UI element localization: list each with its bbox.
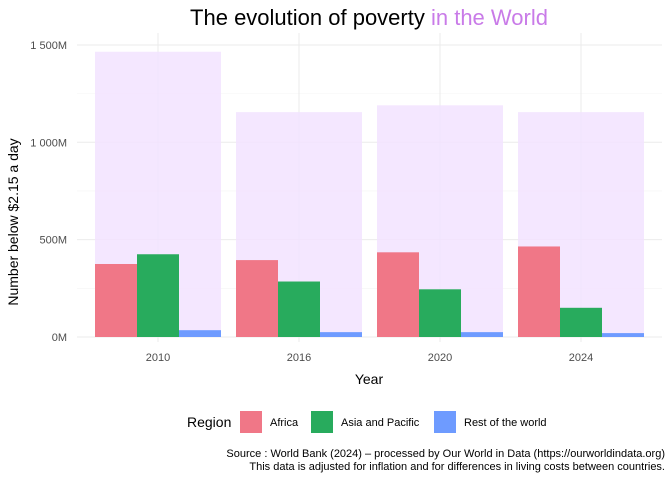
y-tick-label: 0M xyxy=(52,332,67,344)
y-axis-title: Number below $2.15 a day xyxy=(5,138,21,305)
chart-title-accent: in the World xyxy=(431,5,548,30)
caption-source: Source : World Bank (2024) – processed b… xyxy=(226,448,665,460)
x-axis-title: Year xyxy=(355,371,384,387)
legend-items: Africa Asia and Pacific Rest of the world xyxy=(240,411,547,433)
region-bar xyxy=(602,333,644,337)
legend-swatch xyxy=(311,411,333,433)
region-bar xyxy=(560,307,602,337)
x-tick-label: 2020 xyxy=(428,352,452,364)
y-tick-label: 1 000M xyxy=(30,137,67,149)
legend-title: Region xyxy=(187,414,231,430)
region-bar xyxy=(461,332,503,337)
region-bar xyxy=(320,332,362,337)
y-axis-tick-labels: 0M 500M 1 000M 1 500M xyxy=(30,40,67,344)
legend-swatch xyxy=(240,411,262,433)
legend-swatch xyxy=(434,411,456,433)
x-tick-label: 2010 xyxy=(146,352,170,364)
chart-title: The evolution of poverty in the World xyxy=(190,5,548,30)
x-tick-label: 2016 xyxy=(287,352,311,364)
region-bar xyxy=(278,281,320,337)
region-bar xyxy=(419,289,461,337)
region-bar xyxy=(236,260,278,337)
x-tick-label: 2024 xyxy=(569,352,593,364)
legend-label: Africa xyxy=(270,417,299,429)
x-axis-tick-labels: 2010 2016 2020 2024 xyxy=(146,352,593,364)
region-bars xyxy=(95,246,644,337)
region-bar xyxy=(377,252,419,337)
y-tick-label: 1 500M xyxy=(30,40,67,52)
region-bar xyxy=(95,263,137,337)
legend-label: Rest of the world xyxy=(464,417,547,429)
legend-label: Asia and Pacific xyxy=(341,417,420,429)
caption-note: This data is adjusted for inflation and … xyxy=(249,461,665,473)
y-tick-label: 500M xyxy=(39,235,67,247)
region-bar xyxy=(179,330,221,337)
chart-title-main: The evolution of poverty xyxy=(190,5,431,30)
region-bar xyxy=(137,254,179,337)
legend: Region Africa Asia and Pacific Rest of the… xyxy=(187,411,547,433)
region-bar xyxy=(518,246,560,337)
